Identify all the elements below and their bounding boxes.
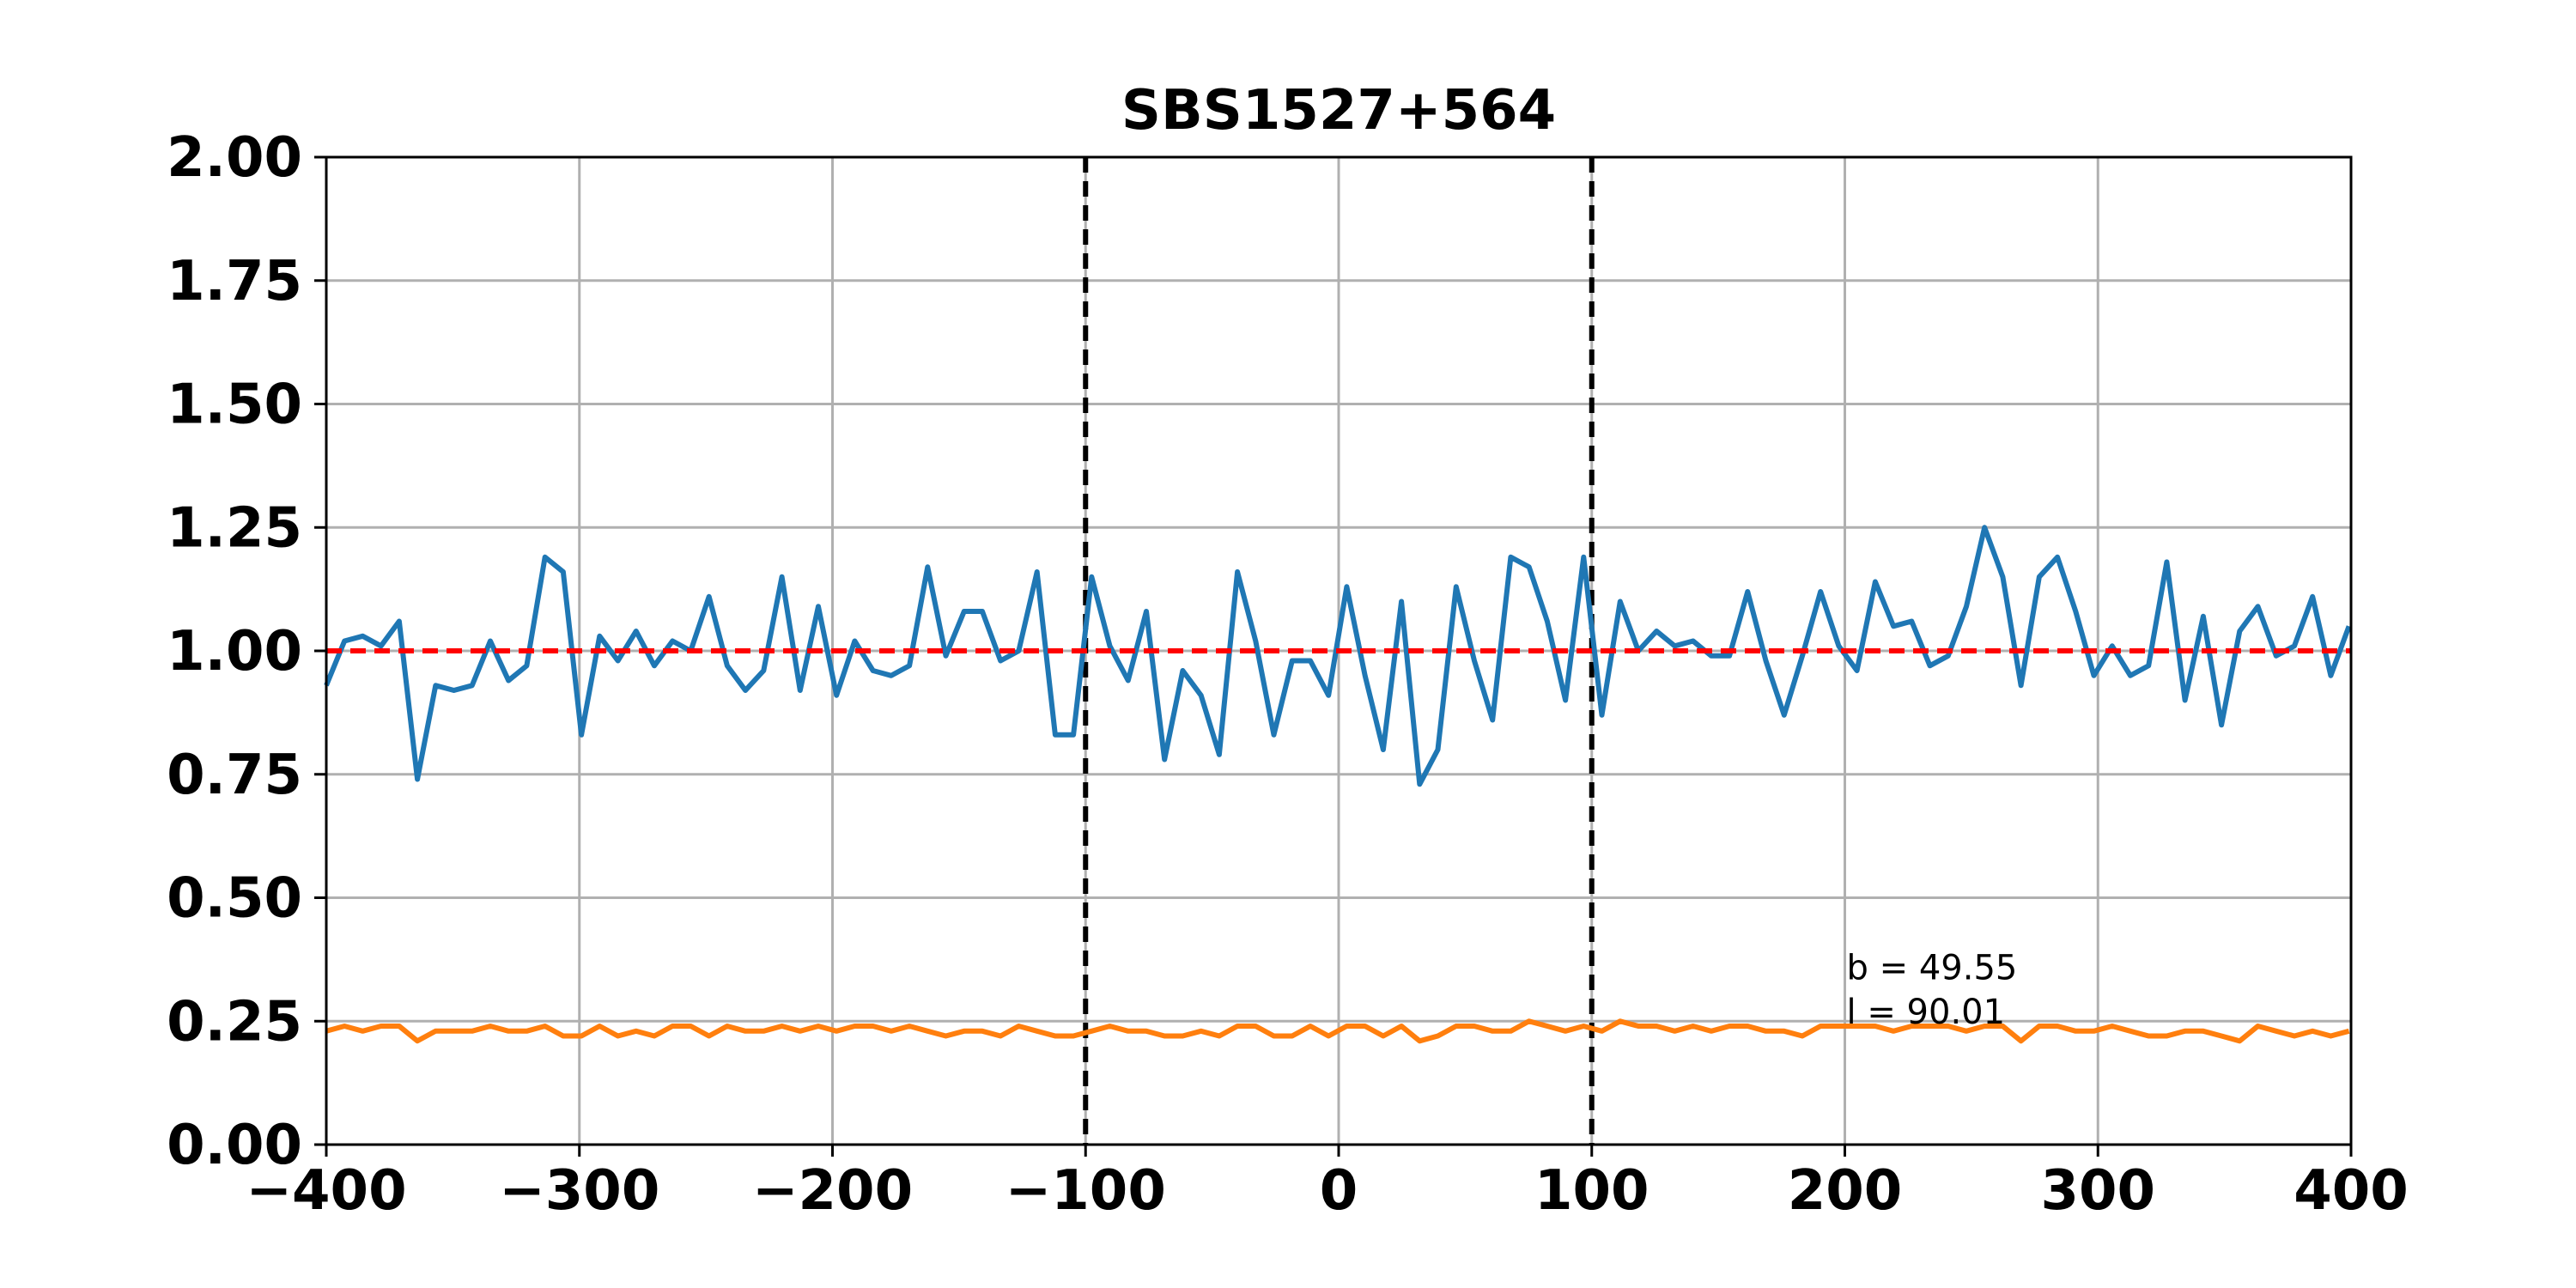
y-tick-label: 0.75 (167, 744, 302, 807)
y-tick-label: 1.25 (167, 496, 302, 560)
x-tick-label: −200 (752, 1159, 913, 1223)
annotation-text: b = 49.55 (1847, 948, 2018, 987)
y-tick-label: 1.75 (167, 250, 302, 313)
x-tick-label: 400 (2293, 1159, 2409, 1223)
x-tick-label: −100 (1005, 1159, 1166, 1223)
x-tick-label: −400 (246, 1159, 406, 1223)
x-tick-label: 200 (1788, 1159, 1903, 1223)
x-tick-label: 100 (1534, 1159, 1649, 1223)
y-tick-label: 1.00 (167, 620, 302, 683)
y-tick-label: 0.50 (167, 867, 302, 931)
x-tick-label: 300 (2040, 1159, 2155, 1223)
y-tick-label: 1.50 (167, 374, 302, 437)
ticks: −400 −300 −200 −100 0 100 200 300 400 0.00 0.25 0.5… (167, 126, 2409, 1223)
y-tick-label: 2.00 (167, 126, 302, 190)
series-line-2 (325, 1018, 2350, 1044)
annotation-text: l = 90.01 (1847, 993, 2006, 1032)
y-tick-label: 0.25 (167, 990, 302, 1054)
x-tick-label: 0 (1320, 1159, 1358, 1223)
x-tick-label: −300 (499, 1159, 659, 1223)
chart-title: SBS1527+564 (1121, 79, 1556, 143)
y-tick-label: 0.00 (167, 1114, 302, 1177)
annotations: b = 49.55 l = 90.01 (1847, 948, 2018, 1032)
